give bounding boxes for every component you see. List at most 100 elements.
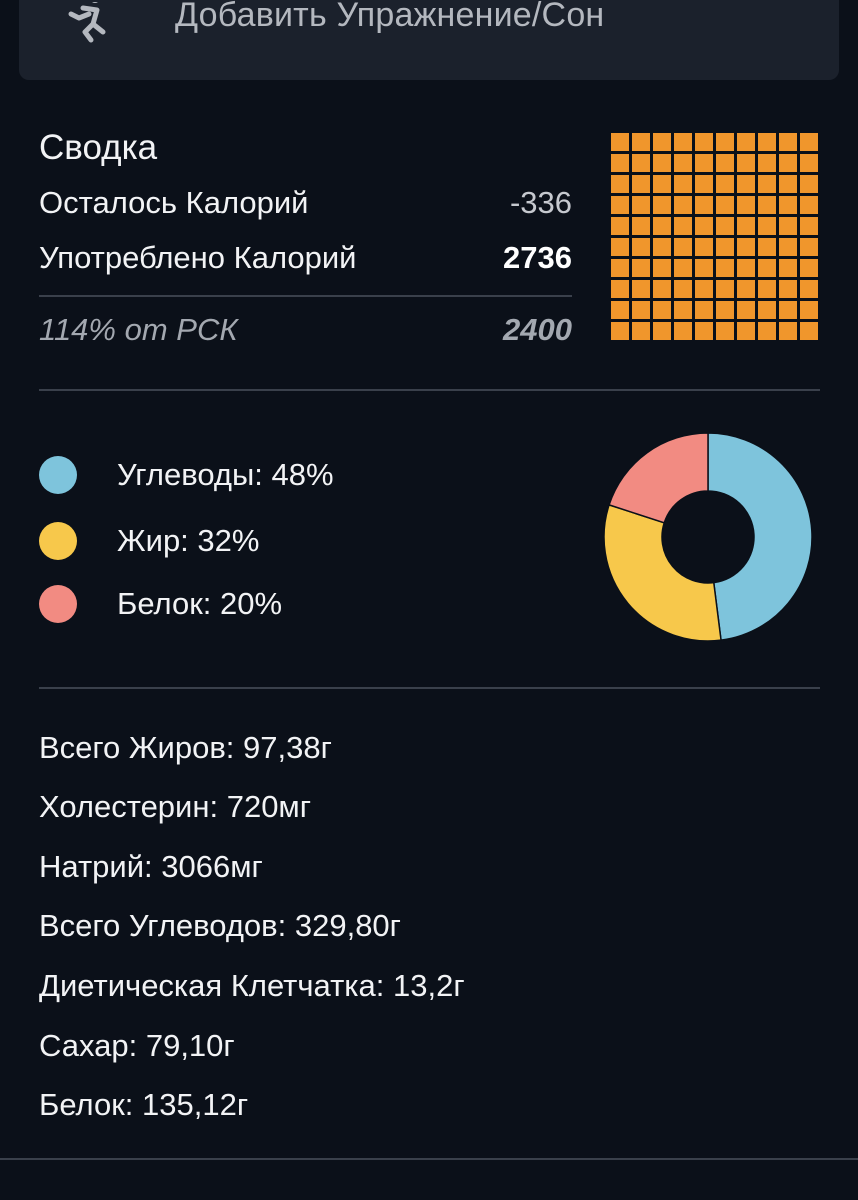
nutrient-total-fat: Всего Жиров: 97,38г	[39, 730, 332, 765]
waffle-cell	[758, 196, 776, 214]
nutrient-total-carbs: Всего Углеводов: 329,80г	[39, 908, 401, 943]
waffle-cell	[695, 301, 713, 319]
waffle-cell	[779, 133, 797, 151]
waffle-cell	[758, 259, 776, 277]
macros-donut-chart	[603, 432, 813, 642]
legend-dot-protein	[39, 585, 77, 623]
section-divider	[39, 687, 820, 689]
waffle-cell	[716, 259, 734, 277]
waffle-cell	[611, 154, 629, 172]
waffle-cell	[674, 238, 692, 256]
waffle-cell	[779, 196, 797, 214]
waffle-cell	[758, 175, 776, 193]
waffle-cell	[653, 217, 671, 235]
waffle-cell	[695, 259, 713, 277]
waffle-cell	[716, 196, 734, 214]
waffle-cell	[632, 133, 650, 151]
calories-consumed-label: Употреблено Калорий	[39, 240, 357, 275]
legend-dot-carbs	[39, 456, 77, 494]
waffle-cell	[674, 259, 692, 277]
waffle-cell	[737, 217, 755, 235]
donut-slice-protein	[608, 432, 709, 524]
summary-divider	[39, 295, 572, 297]
waffle-cell	[800, 175, 818, 193]
waffle-cell	[674, 175, 692, 193]
legend-label-protein: Белок: 20%	[117, 586, 283, 621]
waffle-cell	[800, 280, 818, 298]
waffle-cell	[674, 301, 692, 319]
waffle-cell	[695, 238, 713, 256]
bottom-divider	[0, 1158, 858, 1160]
waffle-cell	[632, 322, 650, 340]
waffle-cell	[716, 133, 734, 151]
waffle-cell	[716, 238, 734, 256]
waffle-cell	[758, 154, 776, 172]
waffle-cell	[611, 238, 629, 256]
waffle-cell	[800, 301, 818, 319]
waffle-cell	[716, 280, 734, 298]
waffle-cell	[695, 280, 713, 298]
waffle-cell	[611, 175, 629, 193]
waffle-cell	[632, 259, 650, 277]
waffle-cell	[611, 196, 629, 214]
waffle-cell	[800, 133, 818, 151]
waffle-cell	[653, 280, 671, 298]
waffle-cell	[695, 196, 713, 214]
goal-row: 114% от РСК 2400	[39, 312, 572, 348]
waffle-cell	[653, 322, 671, 340]
waffle-cell	[695, 322, 713, 340]
waffle-cell	[695, 175, 713, 193]
calories-remaining-label: Осталось Калорий	[39, 185, 309, 220]
legend-item-fat: Жир: 32%	[39, 521, 259, 561]
waffle-cell	[653, 301, 671, 319]
calorie-waffle-chart	[611, 133, 821, 343]
add-exercise-sleep-label: Добавить Упражнение/Сон	[175, 0, 605, 34]
waffle-cell	[800, 259, 818, 277]
add-exercise-sleep-button[interactable]: Добавить Упражнение/Сон	[19, 0, 839, 80]
waffle-cell	[611, 259, 629, 277]
calories-remaining-value: -336	[509, 185, 572, 220]
summary-title: Сводка	[39, 128, 158, 167]
nutrient-protein: Белок: 135,12г	[39, 1087, 249, 1122]
waffle-cell	[695, 133, 713, 151]
waffle-cell	[632, 217, 650, 235]
waffle-cell	[653, 196, 671, 214]
goal-percent-label: 114% от РСК	[39, 312, 238, 347]
waffle-cell	[779, 322, 797, 340]
waffle-cell	[737, 175, 755, 193]
waffle-cell	[737, 322, 755, 340]
waffle-cell	[632, 238, 650, 256]
donut-slice-fat	[603, 503, 722, 642]
waffle-cell	[716, 301, 734, 319]
waffle-cell	[779, 301, 797, 319]
waffle-cell	[737, 259, 755, 277]
waffle-cell	[779, 217, 797, 235]
waffle-cell	[695, 217, 713, 235]
waffle-cell	[737, 196, 755, 214]
waffle-cell	[737, 301, 755, 319]
nutrient-dietary-fiber: Диетическая Клетчатка: 13,2г	[39, 968, 465, 1003]
waffle-cell	[737, 280, 755, 298]
waffle-cell	[716, 217, 734, 235]
nutrient-cholesterol: Холестерин: 720мг	[39, 789, 312, 824]
waffle-cell	[779, 175, 797, 193]
waffle-cell	[695, 154, 713, 172]
waffle-cell	[779, 238, 797, 256]
waffle-cell	[716, 175, 734, 193]
waffle-cell	[674, 133, 692, 151]
waffle-cell	[674, 217, 692, 235]
legend-dot-fat	[39, 522, 77, 560]
waffle-cell	[632, 301, 650, 319]
waffle-cell	[800, 238, 818, 256]
waffle-cell	[758, 280, 776, 298]
waffle-cell	[737, 133, 755, 151]
waffle-cell	[716, 154, 734, 172]
waffle-cell	[737, 154, 755, 172]
calories-consumed-row: Употреблено Калорий 2736	[39, 240, 572, 276]
waffle-cell	[653, 154, 671, 172]
waffle-cell	[611, 217, 629, 235]
running-person-icon	[63, 0, 111, 46]
waffle-cell	[779, 259, 797, 277]
donut-slice-carbs	[707, 432, 813, 642]
legend-label-fat: Жир: 32%	[117, 523, 260, 558]
